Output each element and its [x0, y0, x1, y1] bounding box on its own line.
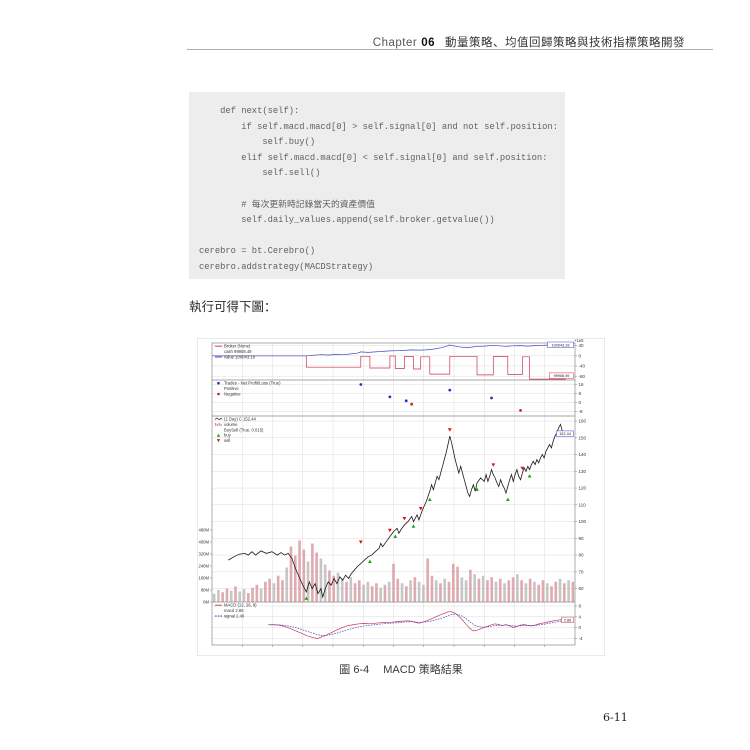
svg-text:60: 60 — [579, 586, 585, 591]
svg-text:140: 140 — [579, 452, 587, 457]
page-number: 6-11 — [603, 711, 628, 724]
strategy-result-chart: 400-40-801680-81601501401301201101009080… — [196, 337, 606, 657]
svg-text:100043.18: 100043.18 — [552, 343, 570, 347]
svg-text:0: 0 — [579, 625, 582, 630]
chapter-label: Chapter — [372, 37, 418, 49]
svg-text:16: 16 — [579, 382, 585, 387]
code-line: def next(self): — [199, 106, 300, 116]
svg-text:0: 0 — [579, 353, 582, 358]
volume-axis-labels: 480M 400M 320M 240M 160M 80M 0M — [199, 528, 212, 605]
svg-text:8: 8 — [579, 391, 582, 396]
svg-text:MACD (12, 26, 9): MACD (12, 26, 9) — [224, 603, 257, 608]
svg-text:buy: buy — [224, 433, 232, 438]
svg-text:150: 150 — [579, 435, 587, 440]
svg-text:320M: 320M — [199, 552, 210, 557]
svg-text:40: 40 — [579, 343, 585, 348]
last-value-tags: 100043.18 99908.49 152.44 2.86 — [547, 341, 574, 623]
svg-text:cash 99908.49: cash 99908.49 — [224, 349, 252, 354]
code-line: # 每次更新時記錄當天的資產價值 — [199, 199, 375, 210]
chapter-number: 06 — [421, 37, 435, 49]
svg-text:(1 Day) C 152.44: (1 Day) C 152.44 — [224, 417, 257, 422]
svg-text:0M: 0M — [203, 600, 209, 605]
code-line: cerebro = bt.Cerebro() — [199, 246, 316, 257]
svg-text:80M: 80M — [201, 588, 210, 593]
svg-text:Negative: Negative — [224, 391, 241, 396]
svg-text:120: 120 — [579, 486, 587, 491]
trade-pnl-dots — [359, 383, 522, 412]
code-line: self.daily_values.append(self.broker.get… — [199, 215, 495, 226]
svg-text:400M: 400M — [199, 540, 210, 545]
svg-text:480M: 480M — [199, 528, 210, 533]
svg-text:70: 70 — [579, 569, 585, 574]
svg-text:0: 0 — [579, 400, 582, 405]
buy-sell-markers — [304, 428, 532, 600]
svg-text:4: 4 — [579, 614, 582, 619]
svg-text:signal 2.40: signal 2.40 — [224, 613, 245, 618]
figure-caption-text: MACD 策略結果 — [383, 664, 463, 676]
lead-text: 執行可得下圖： — [189, 300, 277, 314]
svg-text:-8: -8 — [579, 409, 583, 414]
svg-text:80: 80 — [579, 553, 585, 558]
svg-text:Broker (None): Broker (None) — [224, 344, 251, 349]
close-price-line — [228, 423, 565, 599]
svg-text:-4: -4 — [579, 636, 583, 641]
svg-text:+1e5: +1e5 — [574, 338, 584, 343]
code-line: self.buy() — [199, 137, 316, 148]
header-rule — [187, 49, 713, 50]
value-line — [212, 343, 566, 357]
svg-text:99908.49: 99908.49 — [554, 374, 570, 378]
svg-text:152.44: 152.44 — [559, 432, 571, 436]
strategy-result-figure: 40 0 -40 -80 16 8 0 -8 160 150 140 130 120 110 100 90 80… — [196, 337, 606, 657]
svg-text:100: 100 — [579, 519, 587, 524]
svg-text:Positive: Positive — [224, 386, 239, 391]
svg-text:sell: sell — [224, 438, 230, 443]
svg-text:-80: -80 — [579, 374, 586, 379]
figure-border — [196, 337, 606, 657]
trades-legend: Trades - Net Profit/Loss (True)PositiveN… — [217, 381, 281, 396]
code-line — [199, 182, 565, 198]
code-line: cerebro.addstrategy(MACDStrategy) — [199, 261, 374, 272]
cash-line — [212, 355, 566, 380]
right-axis-labels: 400-40-801680-81601501401301201101009080… — [574, 338, 587, 641]
svg-text:-40: -40 — [579, 364, 586, 369]
volume-bars — [212, 540, 575, 602]
svg-text:130: 130 — [579, 469, 587, 474]
svg-text:8: 8 — [579, 604, 582, 609]
code-line: if self.macd.macd[0] > self.signal[0] an… — [199, 121, 558, 132]
svg-text:90: 90 — [579, 536, 585, 541]
code-line: elif self.macd.macd[0] < self.signal[0] … — [199, 152, 548, 163]
code-line — [199, 229, 565, 245]
svg-text:BuySell (True, 0.015): BuySell (True, 0.015) — [224, 427, 264, 432]
signal-line — [268, 613, 565, 636]
figure-caption-number: 圖 6-4 — [339, 664, 370, 676]
svg-text:2.86: 2.86 — [564, 618, 571, 622]
svg-text:volume: volume — [224, 422, 238, 427]
panel-frames — [211, 342, 576, 647]
svg-text:value 100043.18: value 100043.18 — [224, 354, 256, 359]
svg-text:Trades - Net Profit/Loss (True: Trades - Net Profit/Loss (True) — [224, 381, 281, 386]
svg-text:macd 2.86: macd 2.86 — [224, 608, 244, 613]
svg-text:160M: 160M — [199, 576, 210, 581]
code-block: def next(self): if self.macd.macd[0] > s… — [189, 92, 565, 279]
svg-text:240M: 240M — [199, 564, 210, 569]
figure-caption: 圖 6-4 MACD 策略結果 — [197, 661, 605, 677]
code-line: self.sell() — [199, 168, 321, 179]
svg-text:110: 110 — [579, 502, 587, 507]
svg-text:160: 160 — [579, 419, 587, 424]
macd-line — [268, 611, 565, 639]
chapter-title: 動量策略、均值回歸策略與技術指標策略開發 — [445, 37, 685, 49]
page-header: Chapter 06 動量策略、均值回歸策略與技術指標策略開發 — [373, 34, 685, 50]
